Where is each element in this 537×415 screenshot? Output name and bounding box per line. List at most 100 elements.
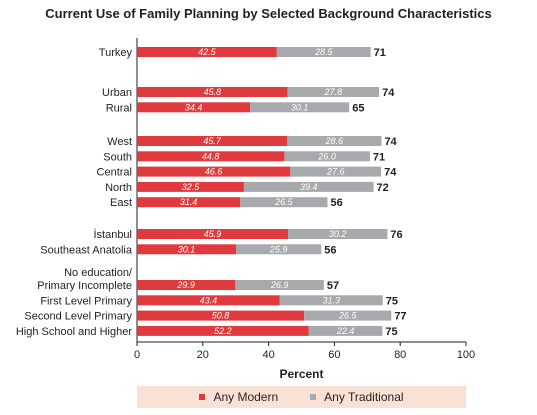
data-label-traditional: 28.6 [325, 136, 344, 146]
data-label-traditional: 22.4 [336, 326, 355, 336]
bar-modern [137, 197, 241, 208]
data-label-traditional: 25.9 [269, 244, 288, 254]
data-label-modern: 46.6 [205, 167, 223, 177]
bar-modern [137, 166, 291, 177]
data-label-modern: 43.4 [200, 295, 218, 305]
legend-swatch-traditional [310, 394, 317, 400]
total-label: 77 [394, 311, 406, 323]
category-label: High School and Higher [16, 326, 133, 338]
category-label: Turkey [99, 47, 133, 59]
bar-traditional [290, 166, 382, 177]
data-label-traditional: 27.8 [324, 87, 343, 97]
category-label: Rural [106, 102, 132, 114]
total-label: 56 [324, 244, 336, 256]
bar-chart: 0 20 40 60 80 100 Percent Turkey 42.5 28.5 71 Urban… [16, 38, 475, 381]
bar-traditional [250, 102, 350, 113]
data-label-modern: 29.9 [176, 280, 195, 290]
data-label-traditional: 26.5 [338, 311, 358, 321]
bar-modern [137, 136, 288, 146]
total-label: 74 [382, 87, 395, 99]
total-label: 71 [374, 47, 386, 59]
bar-traditional [235, 280, 324, 290]
category-label: Primary Incomplete [37, 280, 132, 292]
bar-modern [137, 87, 288, 97]
x-tick-label: 40 [262, 349, 274, 361]
total-label: 75 [385, 326, 397, 338]
category-label: Second Level Primary [24, 311, 132, 323]
bar-traditional [284, 151, 370, 162]
bar-modern [137, 295, 280, 306]
category-label: First Level Primary [40, 295, 132, 307]
category-label: No education/ [64, 267, 133, 279]
category-label: North [105, 182, 132, 194]
bar-modern [137, 229, 289, 239]
bar-traditional [308, 325, 383, 336]
data-label-traditional: 27.6 [326, 167, 345, 177]
category-label: East [110, 197, 132, 209]
legend-label-traditional: Any Traditional [324, 390, 404, 404]
data-label-traditional: 30.2 [329, 229, 347, 239]
bar-traditional [243, 181, 374, 192]
bar-modern [137, 181, 244, 192]
bar-modern [137, 325, 309, 336]
data-label-modern: 32.5 [182, 182, 201, 192]
legend: Any Modern Any Traditional [137, 386, 466, 408]
total-label: 75 [386, 295, 398, 307]
total-label: 74 [384, 136, 397, 148]
bar-traditional [236, 244, 322, 255]
data-label-modern: 50.8 [212, 311, 230, 321]
bar-modern [137, 310, 305, 321]
bar-traditional [288, 229, 388, 239]
category-label: Central [97, 167, 132, 179]
legend-swatch-modern [199, 394, 206, 400]
data-label-modern: 34.4 [185, 102, 203, 112]
total-label: 74 [384, 167, 397, 179]
bar-modern [137, 244, 237, 255]
bar-modern [137, 102, 251, 113]
data-label-modern: 45.9 [204, 229, 222, 239]
data-label-modern: 30.1 [178, 244, 196, 254]
data-label-modern: 45.8 [204, 87, 222, 97]
x-tick-label: 100 [457, 349, 475, 361]
data-label-modern: 44.8 [202, 151, 220, 161]
category-label: Urban [102, 87, 132, 99]
data-label-traditional: 26.9 [270, 280, 289, 290]
data-label-traditional: 28.5 [314, 47, 334, 57]
data-label-traditional: 30.1 [291, 102, 309, 112]
bar-traditional [287, 87, 380, 97]
bar-traditional [276, 47, 371, 57]
bar-traditional [287, 136, 382, 146]
x-axis-label: Percent [279, 367, 323, 381]
data-label-traditional: 26.0 [317, 151, 336, 161]
total-label: 76 [390, 229, 402, 241]
category-label: Southeast Anatolia [40, 244, 133, 256]
data-label-modern: 42.5 [198, 47, 217, 57]
bar-modern [137, 47, 277, 57]
bar-modern [137, 151, 285, 162]
x-tick-label: 20 [197, 349, 209, 361]
legend-item-traditional: Any Traditional [310, 390, 404, 404]
total-label: 72 [377, 182, 389, 194]
data-label-modern: 45.7 [203, 136, 222, 146]
total-label: 57 [327, 280, 339, 292]
category-label: South [103, 151, 132, 163]
bar-traditional [304, 310, 392, 321]
x-tick-label: 0 [134, 349, 140, 361]
x-tick-label: 60 [328, 349, 340, 361]
bar-modern [137, 280, 236, 290]
total-label: 56 [330, 197, 342, 209]
total-label: 71 [373, 151, 385, 163]
data-label-traditional: 31.3 [323, 295, 341, 305]
category-label: West [107, 136, 132, 148]
data-label-modern: 31.4 [180, 197, 198, 207]
data-label-traditional: 39.4 [300, 182, 318, 192]
data-label-modern: 52.2 [214, 326, 232, 336]
legend-item-modern: Any Modern [199, 390, 278, 404]
legend-label-modern: Any Modern [213, 390, 279, 404]
x-tick-label: 80 [394, 349, 406, 361]
category-label: İstanbul [93, 228, 132, 241]
bar-traditional [279, 295, 383, 306]
bar-traditional [240, 197, 328, 208]
chart-title: Current Use of Family Planning by Select… [45, 6, 492, 21]
total-label: 65 [352, 102, 364, 114]
